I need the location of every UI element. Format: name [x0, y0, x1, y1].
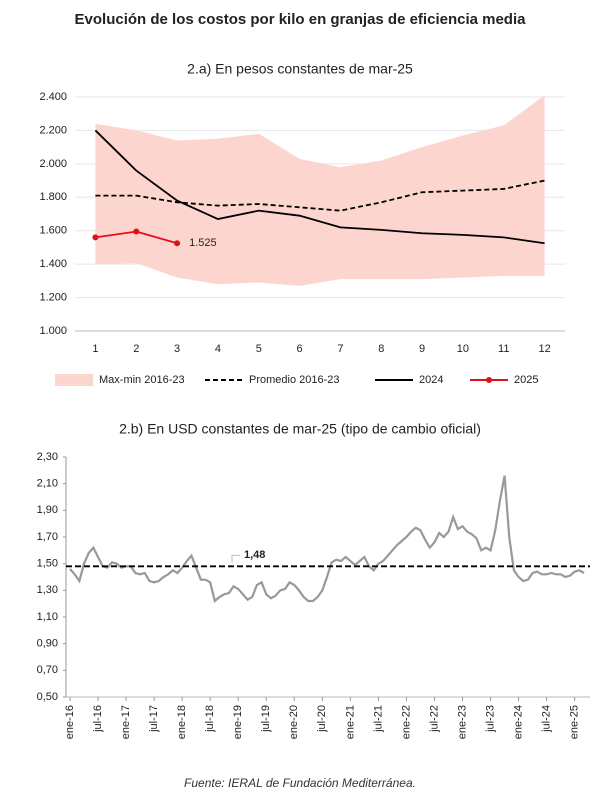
y-tick-label: 0,90 — [37, 638, 58, 650]
page-title: Evolución de los costos por kilo en gran… — [75, 11, 527, 28]
x-tick-label: 1 — [92, 343, 98, 355]
y-tick-label: 2,10 — [37, 478, 58, 490]
x-tick-label: ene-23 — [456, 705, 468, 739]
y-tick-label: 1,10 — [37, 611, 58, 623]
x-tick-label: 5 — [256, 343, 262, 355]
x-tick-label: 6 — [297, 343, 303, 355]
reference-label: 1,48 — [244, 549, 265, 561]
x-tick-label: 7 — [337, 343, 343, 355]
line — [95, 179, 545, 212]
x-tick-label: 11 — [498, 343, 509, 355]
x-tick-label: 4 — [215, 343, 221, 355]
y-tick-label: 1,30 — [37, 584, 58, 596]
data-label: 1.525 — [189, 237, 217, 249]
x-tick-label: ene-25 — [569, 705, 581, 739]
x-tick-label: jul-19 — [260, 705, 272, 733]
x-tick-label: ene-18 — [176, 705, 188, 739]
chart-title: 2.a) En pesos constantes de mar-25 — [187, 61, 413, 77]
y-tick-label: 1.600 — [39, 225, 67, 237]
y-tick-label: 1.800 — [39, 191, 67, 203]
legend-label: 2025 — [514, 374, 538, 386]
x-tick-label: jul-20 — [316, 705, 328, 733]
x-tick-label: ene-24 — [512, 705, 524, 739]
point — [92, 234, 99, 241]
legend-label: 2024 — [419, 374, 443, 386]
legend-label: Promedio 2016-23 — [249, 374, 340, 386]
x-tick-label: 8 — [378, 343, 384, 355]
x-tick-label: ene-17 — [120, 705, 132, 739]
y-tick-label: 0,70 — [37, 664, 58, 676]
x-tick-label: 12 — [538, 343, 550, 355]
x-tick-label: jul-18 — [204, 705, 216, 733]
chart-title: 2.b) En USD constantes de mar-25 (tipo d… — [119, 421, 481, 437]
point — [174, 240, 181, 247]
line — [94, 129, 545, 245]
x-tick-label: jul-23 — [484, 705, 496, 733]
y-tick-label: 1,90 — [37, 504, 58, 516]
band-area — [95, 95, 545, 286]
x-tick-label: jul-17 — [148, 705, 160, 733]
x-tick-label: jul-24 — [541, 705, 553, 733]
legend-marker — [486, 377, 492, 383]
y-tick-label: 1,70 — [37, 531, 58, 543]
y-tick-label: 0,50 — [37, 691, 58, 703]
x-tick-label: jul-21 — [372, 705, 384, 733]
y-tick-label: 1.400 — [39, 258, 67, 270]
y-tick-label: 2.400 — [39, 91, 67, 103]
point — [133, 228, 140, 235]
y-tick-label: 1,50 — [37, 558, 58, 570]
x-tick-label: 9 — [419, 343, 425, 355]
x-tick-label: ene-19 — [232, 705, 244, 739]
x-tick-label: jul-16 — [92, 705, 104, 733]
x-tick-label: 10 — [457, 343, 469, 355]
y-tick-label: 2,30 — [37, 451, 58, 463]
x-tick-label: 2 — [133, 343, 139, 355]
y-tick-label: 2.000 — [39, 158, 67, 170]
legend-label: Max-min 2016-23 — [99, 374, 185, 386]
x-tick-label: jul-22 — [428, 705, 440, 733]
x-tick-label: ene-21 — [344, 705, 356, 739]
x-tick-label: ene-20 — [288, 705, 300, 739]
x-tick-label: 3 — [174, 343, 180, 355]
y-tick-label: 1.000 — [39, 325, 67, 337]
x-tick-label: ene-16 — [64, 705, 76, 739]
y-tick-label: 2.200 — [39, 124, 67, 136]
legend-swatch — [55, 374, 93, 386]
source: Fuente: IERAL de Fundación Mediterránea. — [184, 776, 416, 790]
y-tick-label: 1.200 — [39, 291, 67, 303]
x-tick-label: ene-22 — [400, 705, 412, 739]
line — [69, 475, 585, 603]
callout — [231, 554, 240, 563]
